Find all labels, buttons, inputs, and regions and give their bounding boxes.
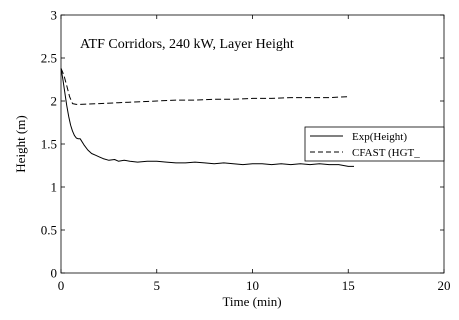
x-axis-ticks: 0 5 10 15 20 [58, 15, 451, 293]
y-tick-label: 0.5 [41, 223, 57, 238]
x-tick-label: 0 [58, 278, 65, 293]
x-tick-label: 15 [342, 278, 355, 293]
series-line-cfast [60, 68, 349, 105]
chart-title: ATF Corridors, 240 kW, Layer Height [80, 37, 294, 52]
y-tick-label: 1.5 [41, 137, 57, 152]
y-axis-ticks: 0 0.5 1 1.5 2 2.5 3 [41, 8, 444, 281]
series-line-exp-height [60, 68, 354, 167]
legend-box [304, 126, 445, 162]
y-tick-label: 2.5 [41, 51, 57, 66]
series-layer [60, 68, 354, 167]
y-tick-label: 1 [51, 180, 58, 195]
x-tick-label: 10 [246, 278, 259, 293]
x-tick-label: 20 [438, 278, 451, 293]
legend: Exp(Height) CFAST (HGT_ [304, 126, 445, 162]
legend-label-cfast: CFAST (HGT_ [352, 147, 420, 159]
y-tick-label: 0 [51, 266, 58, 281]
y-tick-label: 2 [51, 94, 58, 109]
y-tick-label: 3 [51, 8, 58, 23]
y-axis-label: Height (m) [13, 115, 28, 172]
x-axis-label: Time (min) [222, 294, 281, 309]
x-tick-label: 5 [154, 278, 161, 293]
legend-label-exp: Exp(Height) [352, 131, 407, 143]
